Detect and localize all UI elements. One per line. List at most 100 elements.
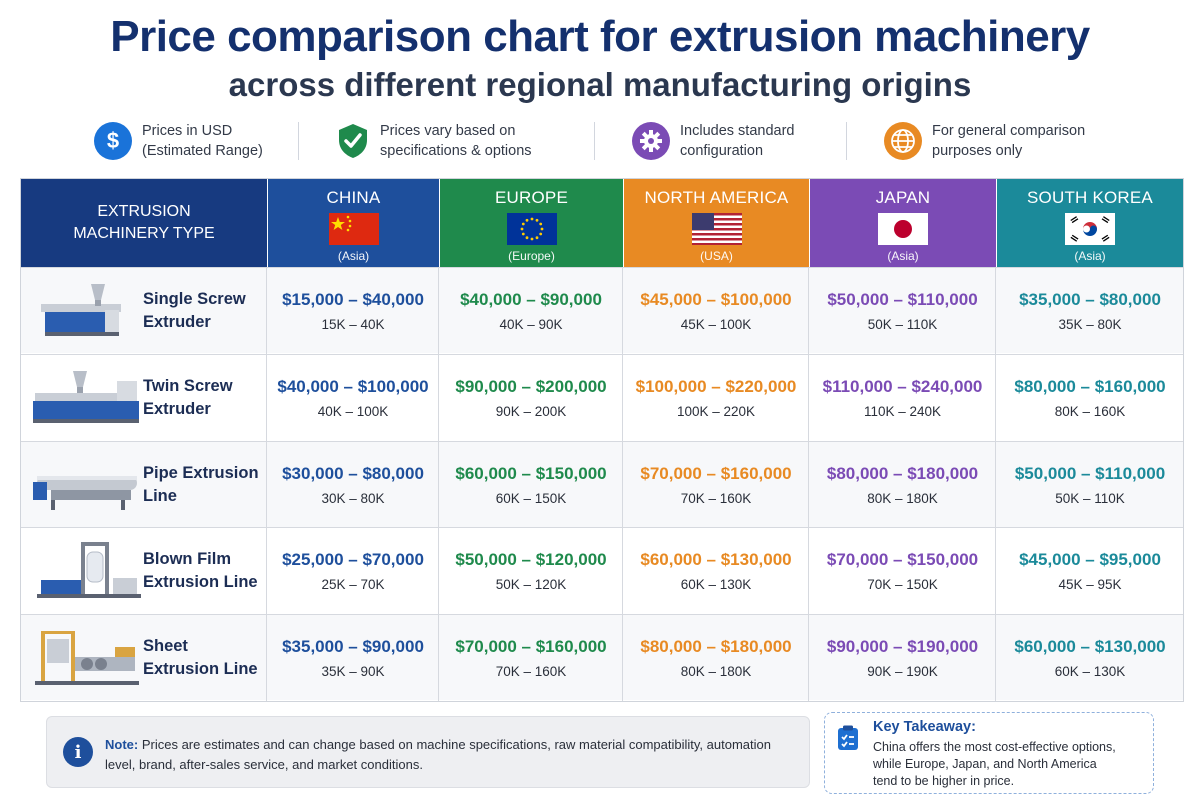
divider [594,122,595,160]
machine-type-name: Twin Screw Extruder [143,376,233,418]
price-range: $40,000 – $100,000 [277,376,429,396]
column-sub: (USA) [700,249,733,263]
machine-type-cell: Pipe Extrusion Line [21,441,267,528]
column-name: SOUTH KOREA [1027,188,1153,207]
machine-type-name: Single Screw Extruder [143,290,246,331]
column-header-japan: JAPAN (Asia) [810,179,996,267]
price-range: $60,000 – $150,000 [455,463,607,483]
price-short: 50K – 110K [867,317,938,332]
price-cell: $100,000 – $220,000 100K – 220K [624,354,809,441]
price-cell: $45,000 – $100,000 45K – 100K [624,268,809,354]
shield-check-icon [336,122,370,160]
column-header-china: CHINA (Asia) [268,179,439,267]
machine-type-cell: Blown Film Extrusion Line [21,528,267,615]
single-screw-extruder-icon [31,280,143,342]
price-table: EXTRUSION MACHINERY TYPE CHINA (Asia) EU… [20,178,1184,702]
price-cell: $80,000 – $180,000 80K – 180K [810,441,996,528]
price-cell: $45,000 – $95,000 45K – 95K [997,528,1183,614]
takeaway-text: China offers the most cost-effective opt… [873,740,1116,788]
table-body: Single Screw Extruder $15,000 – $40,000 15… [21,267,1183,702]
page-title: Price comparison chart for extrusion mac… [110,12,1090,61]
price-range: $40,000 – $90,000 [460,290,602,309]
price-cell: $35,000 – $80,000 35K – 80K [997,268,1183,354]
price-range: $35,000 – $80,000 [1019,290,1161,309]
price-range: $90,000 – $200,000 [455,376,607,396]
price-range: $80,000 – $180,000 [640,637,792,657]
price-short: 25K – 70K [321,577,385,593]
info-text: For general comparison purposes only [932,123,1086,159]
price-short: 15K – 40K [321,317,385,332]
price-range: $100,000 – $220,000 [635,376,797,396]
price-short: 70K – 150K [867,577,938,593]
price-range: $70,000 – $150,000 [826,550,979,570]
price-cell: $70,000 – $150,000 70K – 150K [810,528,996,615]
pipe-extrusion-line-icon [31,454,143,516]
column-header-north-america: NORTH AMERICA (USA) [624,179,809,267]
note-text: Note: Prices are estimates and can chang… [105,735,795,775]
info-item-purpose: For general comparison purposes only [884,116,1085,166]
takeaway-title: Key Takeaway: [873,719,976,735]
column-header-europe: EUROPE (Europe) [440,179,623,267]
price-short: 60K – 130K [680,577,752,593]
price-short: 100K – 220K [676,403,756,419]
note-body: Prices are estimates and can change base… [105,737,771,772]
price-range: $90,000 – $190,000 [826,637,979,657]
price-short: 45K – 100K [680,317,752,332]
price-cell: $50,000 – $120,000 50K – 120K [440,528,623,615]
machine-type-cell: Single Screw Extruder [21,268,267,354]
price-cell: $90,000 – $190,000 90K – 190K [810,615,996,702]
info-bar: $ Prices in USD (Estimated Range) Prices… [80,116,1140,166]
column-header-south-korea: SOUTH KOREA (Asia) [997,179,1183,267]
price-range: $35,000 – $90,000 [282,637,424,657]
price-short: 45K – 95K [1058,577,1122,593]
price-cell: $60,000 – $130,000 60K – 130K [624,528,809,615]
column-sub: (Europe) [508,249,555,263]
price-range: $50,000 – $110,000 [827,290,978,309]
price-cell: $40,000 – $90,000 40K – 90K [440,268,623,354]
price-short: 70K – 160K [680,490,752,506]
column-name: JAPAN [875,188,931,207]
column-sub: (Asia) [337,249,370,263]
info-text: Prices in USD (Estimated Range) [142,123,263,159]
korea-flag-icon [1065,213,1115,245]
row-header: EXTRUSION MACHINERY TYPE [21,179,267,267]
price-range: $25,000 – $70,000 [282,550,424,570]
machine-type-cell: Sheet Extrusion Line [21,615,267,702]
divider [846,122,847,160]
price-range: $80,000 – $180,000 [826,463,979,483]
table-row: Blown Film Extrusion Line $25,000 – $70,0… [21,527,1183,615]
dollar-icon: $ [94,122,132,160]
japan-flag-icon [878,213,928,245]
price-short: 50K – 120K [495,577,567,593]
column-sub: (Asia) [1074,249,1106,263]
globe-icon [884,122,922,160]
note-label: Note: [105,737,139,752]
note-box: i Note: Prices are estimates and can cha… [46,716,810,788]
page-subtitle: across different regional manufacturing … [228,66,972,103]
price-cell: $40,000 – $100,000 40K – 100K [268,354,439,441]
price-short: 70K – 160K [495,664,567,680]
column-name: EUROPE [495,188,568,207]
info-text: Prices vary based on specifications & op… [380,123,532,159]
price-short: 90K – 190K [867,664,938,680]
machine-type-name: Sheet Extrusion Line [143,637,258,679]
table-row: Twin Screw Extruder $40,000 – $100,000 40K… [21,353,1183,441]
price-cell: $15,000 – $40,000 15K – 40K [268,268,439,354]
price-cell: $30,000 – $80,000 30K – 80K [268,441,439,528]
price-range: $70,000 – $160,000 [640,463,792,483]
price-short: 40K – 100K [317,403,389,419]
price-range: $30,000 – $80,000 [282,463,424,483]
table-row: Single Screw Extruder $15,000 – $40,000 15… [21,267,1183,354]
price-short: 80K – 160K [1054,403,1126,419]
machine-type-cell: Twin Screw Extruder [21,354,267,441]
price-cell: $50,000 – $110,000 50K – 110K [997,442,1183,528]
price-short: 90K – 200K [495,403,567,419]
clipboard-check-icon [837,725,859,751]
divider [298,122,299,160]
column-sub: (Asia) [887,249,919,263]
row-header-label: EXTRUSION MACHINERY TYPE [73,203,215,242]
price-cell: $25,000 – $70,000 25K – 70K [268,528,439,615]
price-range: $60,000 – $130,000 [640,550,792,570]
info-item-config: Includes standard configuration [632,116,794,166]
blown-film-line-icon [31,540,143,602]
